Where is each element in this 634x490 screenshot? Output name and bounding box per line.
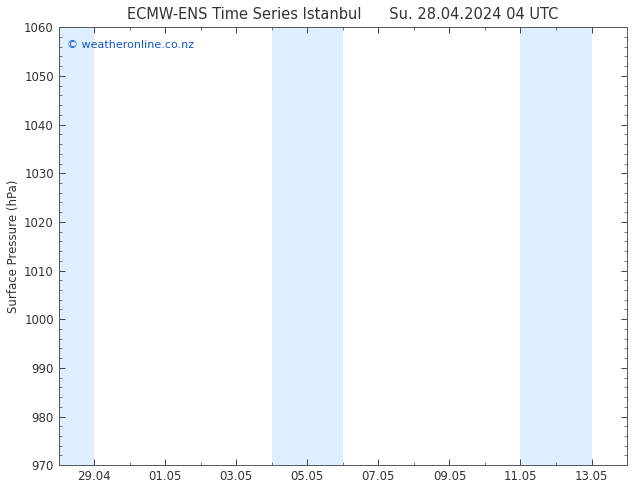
Bar bbox=[59, 27, 94, 465]
Bar bbox=[556, 27, 592, 465]
Bar bbox=[521, 27, 556, 465]
Bar bbox=[307, 27, 343, 465]
Bar bbox=[272, 27, 307, 465]
Title: ECMW-ENS Time Series Istanbul      Su. 28.04.2024 04 UTC: ECMW-ENS Time Series Istanbul Su. 28.04.… bbox=[127, 7, 559, 22]
Y-axis label: Surface Pressure (hPa): Surface Pressure (hPa) bbox=[7, 179, 20, 313]
Text: © weatheronline.co.nz: © weatheronline.co.nz bbox=[67, 40, 195, 50]
